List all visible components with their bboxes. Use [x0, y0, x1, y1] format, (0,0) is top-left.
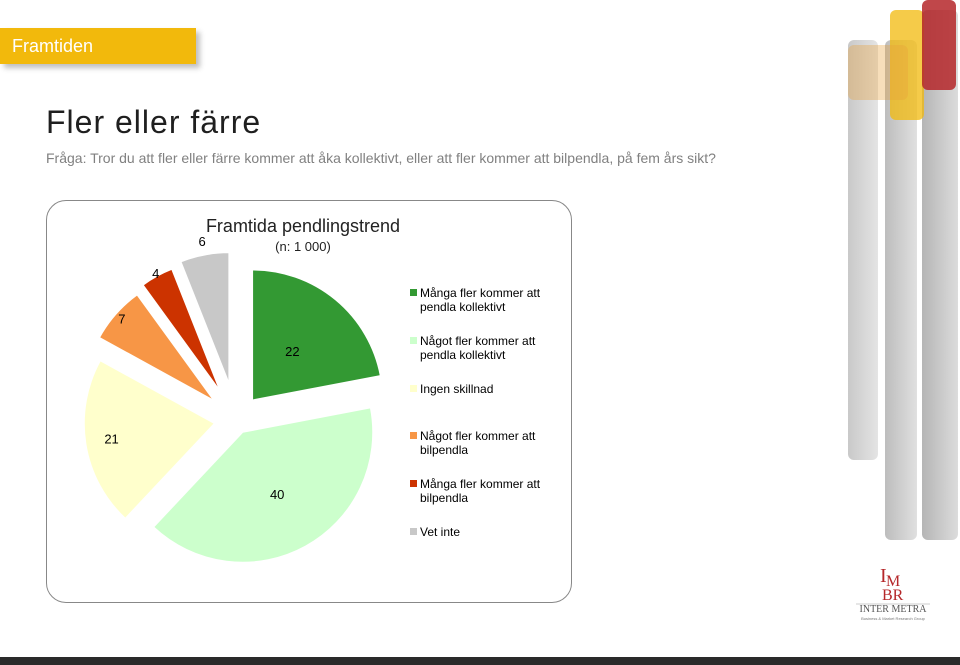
pie-data-label: 22 [285, 344, 299, 359]
legend-label: Vet inte [420, 525, 461, 539]
pie-data-label: 6 [198, 234, 205, 249]
legend-swatch [410, 432, 417, 439]
pie-slice [180, 252, 230, 383]
pie-chart: 22 40 21 7 4 6 [83, 234, 381, 563]
svg-text:I: I [880, 565, 887, 587]
pie-data-label: 4 [152, 266, 159, 281]
legend-label: Något fler kommer att pendla kollektivt [420, 334, 536, 362]
svg-text:Business & Market Research Gro: Business & Market Research Group [861, 616, 926, 621]
pie-slice [252, 269, 381, 401]
legend-swatch [410, 385, 417, 392]
pie-slice [153, 407, 374, 563]
svg-text:INTER METRA: INTER METRA [860, 604, 928, 615]
pie-data-label: 40 [270, 487, 284, 502]
legend-label: Många fler kommer att bilpendla [420, 477, 541, 505]
bottom-bar [0, 657, 960, 665]
decorative-columns [830, 0, 960, 560]
pie-slice [98, 294, 214, 401]
section-tag: Framtiden [0, 28, 196, 64]
chart-sample-size: (n: 1 000) [275, 239, 331, 254]
pie-slice [142, 268, 221, 391]
svg-text:BR: BR [882, 587, 904, 604]
intermetra-logo: I M BR INTER METRA Business & Market Res… [848, 560, 938, 624]
legend-label: Många fler kommer att pendla kollektivt [420, 286, 541, 314]
pie-data-label: 7 [118, 311, 125, 326]
section-tag-label: Framtiden [12, 36, 94, 56]
page-subtitle: Fråga: Tror du att fler eller färre komm… [46, 150, 716, 166]
legend-label: Något fler kommer att bilpendla [420, 429, 536, 457]
legend-swatch [410, 528, 417, 535]
svg-text:M: M [886, 573, 900, 590]
legend-swatch [410, 480, 417, 487]
legend-swatch [410, 337, 417, 344]
pie-data-label: 21 [104, 432, 118, 447]
chart-title: Framtida pendlingstrend [205, 216, 401, 236]
page-title: Fler eller färre [46, 104, 262, 140]
pie-slice [83, 360, 216, 519]
legend-label: Ingen skillnad [420, 382, 494, 396]
legend-swatch [410, 289, 417, 296]
